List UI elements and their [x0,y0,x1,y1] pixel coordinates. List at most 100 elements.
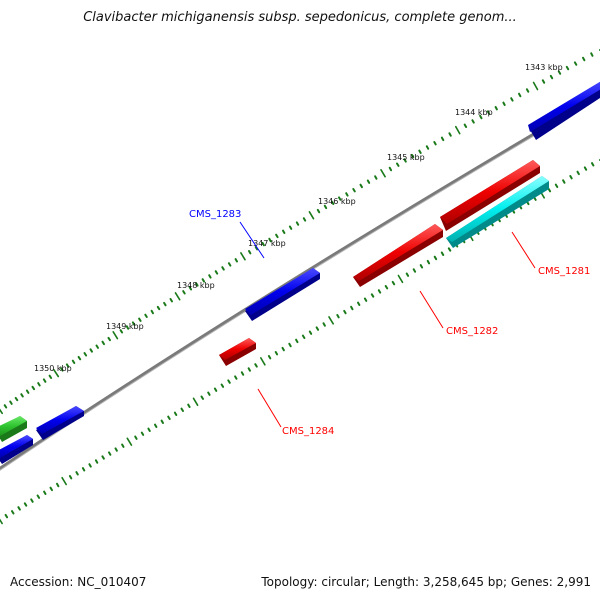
outer-ring-tick [525,88,530,93]
outer-ring-tick [138,317,142,322]
inner-ring-tick [433,255,438,261]
inner-ring-tick [68,475,73,480]
gene-cms-1283[interactable] [245,268,320,321]
outer-ring-tick [221,266,225,271]
topology-summary: Topology: circular; Length: 3,258,645 bp… [261,575,591,589]
outer-ring-tick [112,330,119,340]
inner-ring-tick [220,383,225,388]
gene-cms-1280[interactable] [528,80,600,140]
outer-ring-tick [156,305,161,311]
inner-ring-tick [440,251,445,256]
outer-ring-tick [396,162,400,167]
outer-ring-tick [9,400,13,405]
outer-ring-tick [240,252,246,261]
inner-ring-tick [11,510,15,515]
gene-left-blue-outer[interactable] [36,406,84,440]
outer-ring-tick [374,175,378,180]
outer-ring-tick [510,97,514,102]
outer-ring-tick [403,158,407,163]
inner-ring-tick [384,285,389,290]
inner-ring-tick [357,301,361,306]
outer-ring-tick [227,262,232,267]
outer-ring-tick [302,217,307,222]
gene-cms-1281-cyan[interactable] [446,176,549,248]
outer-ring-tick [131,321,136,326]
outer-ring-tick [77,355,82,361]
inner-ring-tick [192,397,199,407]
inner-ring-tick [267,355,272,360]
outer-ring-tick [144,313,148,318]
outer-ring-tick [53,368,60,378]
leader-cms-1283 [239,221,265,259]
inner-ring-tick [583,166,588,171]
outer-ring-tick [330,200,335,205]
outer-ring-tick [208,274,212,279]
outer-ring-tick [433,141,437,146]
outer-ring-tick [248,250,252,255]
gene-label-cms-1284[interactable]: CMS_1284 [282,426,334,437]
outer-ring-tick [89,348,93,353]
inner-ring-tick [4,513,9,519]
leader-cms-1281 [511,231,536,269]
map-title: Clavibacter michiganensis subsp. sepedon… [83,10,517,25]
gene-label-cms-1282[interactable]: CMS_1282 [446,326,498,337]
gene-left-green[interactable] [0,416,27,442]
inner-ring-tick [412,268,417,273]
inner-ring-tick [207,391,211,396]
gene-left-blue-inner[interactable] [0,435,33,464]
gene-label-cms-1283[interactable]: CMS_1283 [189,209,241,220]
inner-ring-tick [301,334,306,339]
inner-ring-tick [405,272,410,277]
inner-ring-tick [295,338,299,344]
ruler-label-1350: 1350 kbp [34,364,72,373]
outer-ring-tick [359,183,363,189]
inner-ring-tick [121,443,125,448]
outer-ring-tick [366,179,371,184]
outer-ring-tick [471,119,475,124]
gene-cms-1284[interactable] [219,338,256,366]
outer-ring-tick [479,114,483,120]
ruler-label-1346: 1346 kbp [318,197,356,206]
outer-ring-tick [295,221,300,226]
inner-ring-tick [336,314,340,319]
outer-ring-tick [388,166,393,172]
inner-ring-tick [288,342,292,348]
ruler-label-1343: 1343 kbp [525,63,563,72]
outer-ring-tick [254,246,259,251]
inner-ring-tick [101,455,105,460]
inner-ring-tick [562,179,566,184]
gene-label-cms-1281[interactable]: CMS_1281 [538,266,590,277]
outer-ring-tick [418,149,422,154]
inner-ring-tick [173,411,178,416]
inner-ring-tick [370,293,375,298]
inner-ring-tick [180,407,184,412]
inner-ring-tick [315,326,320,331]
inner-ring-tick [547,187,552,193]
outer-ring-tick [463,123,468,128]
inner-ring-tick [240,371,245,376]
ruler-label-1344: 1344 kbp [455,108,493,117]
inner-ring-tick [234,375,238,380]
outer-ring-tick [345,192,349,197]
ruler-label-1349: 1349 kbp [106,322,144,331]
inner-ring-tick [377,289,382,294]
gene-cms-1282[interactable] [353,224,443,287]
outer-ring-tick [42,378,47,383]
outer-ring-tick [119,329,124,334]
inner-ring-tick [43,490,47,495]
inner-ring-tick [81,467,86,472]
gene-cms-1281[interactable] [440,160,540,231]
inner-ring-tick [126,437,133,446]
outer-ring-tick [590,52,594,57]
inner-ring-tick [227,379,231,384]
inner-ring-tick [36,494,41,499]
leader-cms-1284 [257,388,282,428]
inner-ring-tick [23,502,28,507]
outer-ring-tick [65,363,70,368]
outer-ring-tick [282,229,286,234]
inner-ring-tick [554,183,559,188]
outer-ring-tick [454,125,461,135]
outer-ring-tick [71,359,76,364]
inner-ring-tick [254,363,258,368]
